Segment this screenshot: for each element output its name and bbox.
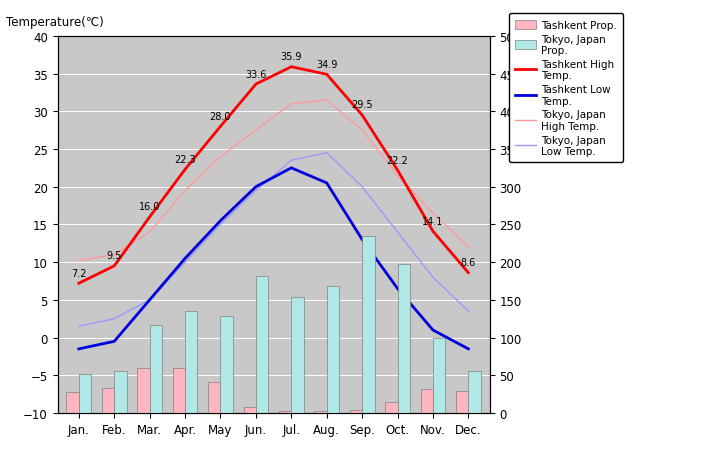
Bar xyxy=(243,407,256,413)
Text: 22.3: 22.3 xyxy=(174,154,196,164)
Text: 7.2: 7.2 xyxy=(71,268,86,278)
Text: 22.2: 22.2 xyxy=(387,155,408,165)
Text: 14.1: 14.1 xyxy=(422,216,444,226)
Bar xyxy=(102,388,114,413)
Text: 35.9: 35.9 xyxy=(281,52,302,62)
Bar xyxy=(279,411,292,413)
Text: Temperature(℃): Temperature(℃) xyxy=(6,16,104,29)
Bar xyxy=(362,237,374,413)
Text: Precipitation(mm): Precipitation(mm) xyxy=(511,16,618,29)
Bar xyxy=(114,371,127,413)
Bar xyxy=(397,265,410,413)
Text: 34.9: 34.9 xyxy=(316,60,338,70)
Bar xyxy=(420,389,433,413)
Bar xyxy=(256,276,269,413)
Bar xyxy=(173,369,185,413)
Bar xyxy=(327,286,339,413)
Bar xyxy=(350,410,362,413)
Text: 29.5: 29.5 xyxy=(351,100,373,110)
Bar xyxy=(79,374,91,413)
Text: 8.6: 8.6 xyxy=(461,257,476,268)
Bar xyxy=(468,371,481,413)
Bar xyxy=(138,368,150,413)
Bar xyxy=(220,317,233,413)
Bar xyxy=(185,312,197,413)
Bar xyxy=(150,325,162,413)
Legend: Tashkent Prop., Tokyo, Japan
Prop., Tashkent High
Temp., Tashkent Low
Temp., Tok: Tashkent Prop., Tokyo, Japan Prop., Tash… xyxy=(509,14,624,163)
Text: 9.5: 9.5 xyxy=(107,251,122,261)
Bar xyxy=(66,392,79,413)
Bar xyxy=(208,382,220,413)
Bar xyxy=(456,391,468,413)
Bar xyxy=(385,402,397,413)
Bar xyxy=(315,412,327,413)
Bar xyxy=(292,297,304,413)
Bar xyxy=(433,338,446,413)
Text: 28.0: 28.0 xyxy=(210,112,231,122)
Text: 16.0: 16.0 xyxy=(139,202,161,212)
Text: 33.6: 33.6 xyxy=(246,69,266,79)
